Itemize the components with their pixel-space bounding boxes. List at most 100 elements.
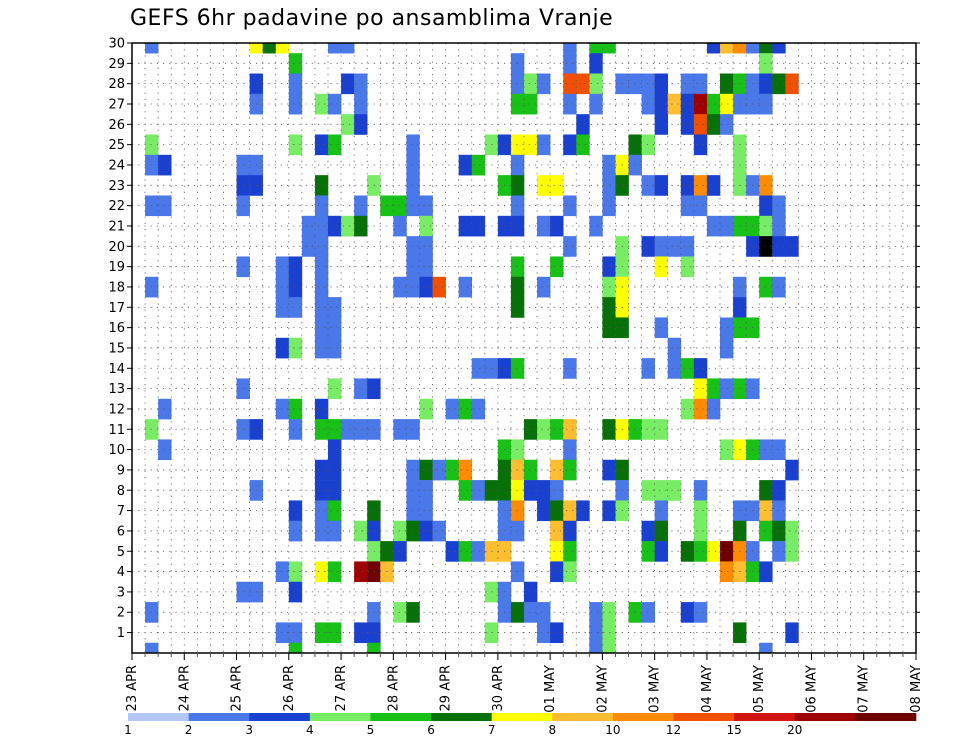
heatmap-cell <box>680 358 695 379</box>
x-tick-label: 03 MAY <box>648 665 663 713</box>
heatmap-cell <box>641 175 655 196</box>
heatmap-cell <box>510 93 525 115</box>
heatmap-cell <box>301 236 316 257</box>
heatmap-cell <box>406 195 420 217</box>
x-tick-label: 29 APR <box>439 665 454 711</box>
heatmap-cell <box>667 337 682 359</box>
heatmap-cell <box>406 419 420 440</box>
y-tick-label: 25 <box>108 138 125 153</box>
heatmap-cell <box>602 256 616 278</box>
heatmap-cell <box>406 175 420 196</box>
heatmap-cell <box>288 520 303 542</box>
heatmap-cell <box>419 256 433 278</box>
heatmap-cell <box>406 520 420 542</box>
heatmap-cell <box>314 175 329 196</box>
heatmap-cell <box>484 480 499 501</box>
colorbar-segment <box>188 713 250 721</box>
heatmap-cell <box>680 195 695 217</box>
heatmap-cell <box>288 642 303 654</box>
heatmap-cell <box>550 419 564 440</box>
heatmap-cell <box>563 459 577 481</box>
heatmap-cell <box>275 256 290 278</box>
heatmap-cell <box>341 215 355 237</box>
heatmap-cell <box>458 215 473 237</box>
heatmap-cell <box>510 134 525 156</box>
heatmap-cell <box>328 337 342 359</box>
heatmap-cell <box>419 520 433 542</box>
heatmap-cell <box>563 93 577 115</box>
heatmap-cell <box>288 276 303 298</box>
heatmap-cell <box>314 236 329 257</box>
colorbar-segment <box>431 713 492 721</box>
heatmap-cell <box>563 561 577 583</box>
heatmap-cell <box>288 256 303 278</box>
grid-layer <box>132 43 916 653</box>
heatmap-cell <box>314 215 329 237</box>
heatmap-cell <box>693 134 708 156</box>
y-tick-label: 24 <box>108 158 125 173</box>
colorbar-label: 15 <box>727 723 742 737</box>
heatmap-cell <box>419 459 433 481</box>
heatmap-cell <box>354 215 368 237</box>
heatmap-cell <box>314 622 329 644</box>
heatmap-cell <box>759 439 773 461</box>
heatmap-cell <box>602 419 616 440</box>
heatmap-cell <box>458 398 473 420</box>
heatmap-cell <box>328 480 342 501</box>
heatmap-cell <box>772 43 786 54</box>
heatmap-cell <box>354 561 368 583</box>
heatmap-cell <box>654 73 669 95</box>
colorbar-segment <box>734 713 796 721</box>
heatmap-cell <box>354 93 368 115</box>
heatmap-cell <box>654 256 669 278</box>
heatmap-cell <box>602 622 616 644</box>
y-tick-label: 3 <box>117 585 125 600</box>
heatmap-cell <box>641 480 655 501</box>
heatmap-cell <box>706 43 721 54</box>
heatmap-cell <box>445 459 459 481</box>
y-tick-label: 11 <box>108 423 125 438</box>
heatmap-cell <box>314 561 329 583</box>
heatmap-cell <box>406 256 420 278</box>
heatmap-cell <box>471 358 486 379</box>
colorbar-segment <box>673 713 735 721</box>
heatmap-cell <box>288 73 303 95</box>
colorbar-segment <box>491 713 553 721</box>
heatmap-cell <box>314 134 329 156</box>
heatmap-cell <box>471 398 486 420</box>
heatmap-cell <box>759 480 773 501</box>
heatmap-cell <box>354 622 368 644</box>
heatmap-cell <box>563 439 577 461</box>
heatmap-cell <box>576 73 590 95</box>
heatmap-cell <box>145 43 159 54</box>
heatmap-cell <box>563 236 577 257</box>
heatmap-cell <box>524 73 538 95</box>
heatmap-cell <box>314 195 329 217</box>
heatmap-cell <box>693 520 708 542</box>
heatmap-cell <box>393 215 407 237</box>
heatmap-cell <box>275 276 290 298</box>
heatmap-cell <box>419 195 433 217</box>
heatmap-cell <box>393 195 407 217</box>
heatmap-cell <box>667 480 682 501</box>
x-tick-label: 27 APR <box>334 665 349 711</box>
heatmap-cell <box>484 358 499 379</box>
x-tick-label: 08 MAY <box>909 665 924 713</box>
y-tick-label: 23 <box>108 179 125 194</box>
heatmap-cell <box>393 602 407 623</box>
y-tick-label: 15 <box>108 341 125 356</box>
y-tick-label: 30 <box>108 37 125 52</box>
heatmap-cell <box>524 459 538 481</box>
heatmap-cell <box>275 337 290 359</box>
heatmap-cell <box>419 480 433 501</box>
heatmap-cell <box>693 195 708 217</box>
colorbar-label: 10 <box>605 723 620 737</box>
heatmap-cell <box>720 561 734 583</box>
heatmap-cell <box>759 93 773 115</box>
heatmap-cell <box>706 541 721 562</box>
heatmap-cell <box>693 358 708 379</box>
heatmap-cell <box>720 541 734 562</box>
heatmap-cell <box>328 317 342 339</box>
heatmap-cell <box>510 439 525 461</box>
heatmap-cell <box>785 622 799 644</box>
